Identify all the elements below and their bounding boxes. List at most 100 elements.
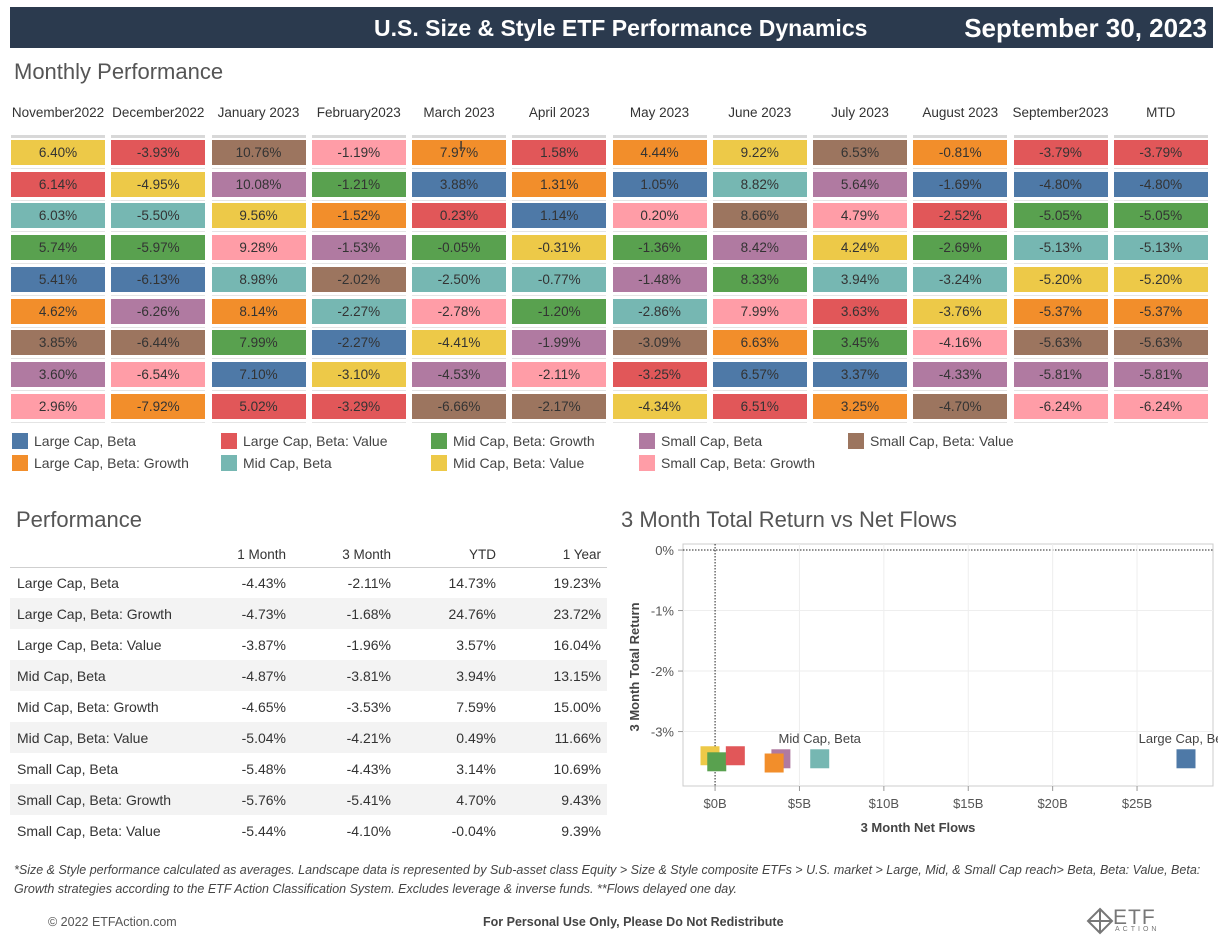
legend-item: Small Cap, Beta: Growth: [639, 455, 815, 471]
month-header: April 2023: [512, 92, 606, 134]
logo-text: ETF: [1113, 906, 1156, 929]
legend-swatch: [639, 433, 655, 449]
month-header-line: February: [316, 105, 371, 120]
legend-label: Small Cap, Beta: Growth: [661, 455, 816, 471]
legend-label: Large Cap, Beta: Value: [243, 433, 388, 449]
row-rule: [412, 326, 506, 328]
heatmap-cell: 1.31%: [512, 171, 607, 197]
heatmap-cell: 5.41%: [11, 266, 105, 292]
table-row: Small Cap, Beta: Growth -5.76% -5.41% 4.70%…: [10, 784, 607, 815]
legend-label: Small Cap, Beta: [661, 433, 763, 449]
row-rule: [813, 263, 907, 265]
y-tick-label: 0%: [655, 543, 674, 558]
legend-swatch: [221, 455, 237, 471]
table-cell: -5.44%: [241, 823, 286, 839]
column-rule: [813, 135, 907, 138]
table-cell: 14.73%: [448, 575, 496, 591]
table-cell: -4.87%: [241, 668, 286, 684]
row-rule: [712, 358, 807, 360]
month-header-line: August 2023: [922, 105, 999, 120]
row-rule: [412, 263, 506, 265]
row-rule: [712, 421, 807, 423]
table-row: Mid Cap, Beta: Value -5.04% -4.21% 0.49% 11.…: [10, 722, 607, 753]
x-tick-label: $20B: [1037, 796, 1067, 811]
table-cell: -5.41%: [346, 792, 391, 808]
table-cell: -3.87%: [241, 637, 286, 653]
row-rule: [1113, 231, 1208, 233]
heatmap-cell: -4.70%: [913, 393, 1008, 419]
table-cell: 13.15%: [553, 668, 601, 684]
legend-item: Small Cap, Beta: Value: [848, 433, 1014, 449]
heatmap-cell: -1.53%: [311, 235, 406, 261]
heatmap-cell: 0.23%: [412, 203, 506, 229]
scatter-point: [764, 753, 784, 773]
month-header-line: January 2023: [217, 105, 300, 120]
row-rule: [111, 421, 206, 423]
month-header-line: March 2023: [423, 105, 495, 120]
row-rule: [111, 263, 206, 265]
y-tick-label: -1%: [651, 604, 675, 619]
heatmap-cell: 5.74%: [11, 235, 105, 261]
scatter-point: [725, 746, 745, 766]
heatmap-cell: 8.42%: [712, 235, 807, 261]
heatmap-cell: -3.24%: [913, 266, 1008, 292]
row-rule: [612, 231, 707, 233]
row-rule: [412, 168, 506, 169]
logo-subtext: ACTION: [1115, 926, 1160, 933]
heatmap-cell: -5.63%: [1013, 330, 1108, 356]
row-rule: [712, 326, 807, 328]
x-tick-label: $15B: [953, 796, 983, 811]
row-rule: [612, 421, 707, 423]
heatmap-cell: -1.20%: [512, 298, 607, 324]
month-header-line: November: [11, 105, 75, 120]
heatmap-cell: -5.50%: [111, 203, 206, 229]
column-rule: [913, 135, 1008, 138]
scatter-chart-title: 3 Month Total Return vs Net Flows: [621, 507, 957, 532]
legend-item: Mid Cap, Beta: Growth: [431, 433, 595, 449]
month-header: September 2023: [1012, 92, 1108, 134]
heatmap-cell: -5.37%: [1113, 298, 1208, 324]
table-cell: -5.48%: [241, 761, 286, 777]
heatmap-cell: 1.58%: [512, 140, 607, 165]
month-header: March 2023: [412, 92, 506, 134]
row-rule: [211, 231, 306, 233]
y-axis-title: 3 Month Total Return: [627, 602, 642, 731]
heatmap-cell: -5.13%: [1013, 235, 1108, 261]
month-header: July 2023: [813, 92, 907, 134]
row-rule: [612, 326, 707, 328]
personal-use-notice: For Personal Use Only, Please Do Not Red…: [483, 915, 784, 929]
point-label: Mid Cap, Beta: [779, 731, 862, 746]
scatter-svg: 0% -1% -2% -3% $0B $5B $10B $15B $20B $25B 3 Month…: [627, 543, 1219, 835]
row-rule: [913, 231, 1008, 233]
row-rule: [211, 358, 306, 360]
row-rule: [311, 389, 406, 391]
column-rule: [11, 135, 105, 138]
legend-swatch: [431, 455, 447, 471]
row-rule: [813, 421, 907, 423]
heatmap-cell: 6.14%: [11, 171, 105, 197]
legend-item: Mid Cap, Beta: [221, 455, 332, 471]
row-rule: [211, 421, 306, 423]
heatmap-cell: -5.81%: [1013, 361, 1108, 387]
row-rule: [211, 263, 306, 265]
row-rule: [913, 294, 1008, 296]
row-rule: [11, 168, 105, 169]
row-rule: [111, 168, 206, 169]
row-rule: [612, 263, 707, 265]
month-header-line: December: [112, 105, 175, 120]
legend-label: Mid Cap, Beta: Value: [453, 455, 585, 471]
row-rule: [412, 231, 506, 233]
plot-area: [682, 543, 1214, 787]
row-rule: [1113, 168, 1208, 169]
table-cell: -2.11%: [347, 575, 391, 591]
report-date: September 30, 2023: [964, 13, 1207, 43]
row-label: Mid Cap, Beta: Value: [17, 730, 149, 746]
table-row: Large Cap, Beta -4.43% -2.11% 14.73% 19.23%: [10, 567, 607, 598]
row-rule: [311, 326, 406, 328]
heatmap-cell: -5.05%: [1113, 203, 1208, 229]
legend-swatch: [431, 433, 447, 449]
table-cell: 9.39%: [561, 823, 601, 839]
heatmap-cell: 9.28%: [211, 235, 306, 261]
legend-item: Small Cap, Beta: [639, 433, 762, 449]
row-label: Mid Cap, Beta: [17, 668, 106, 684]
